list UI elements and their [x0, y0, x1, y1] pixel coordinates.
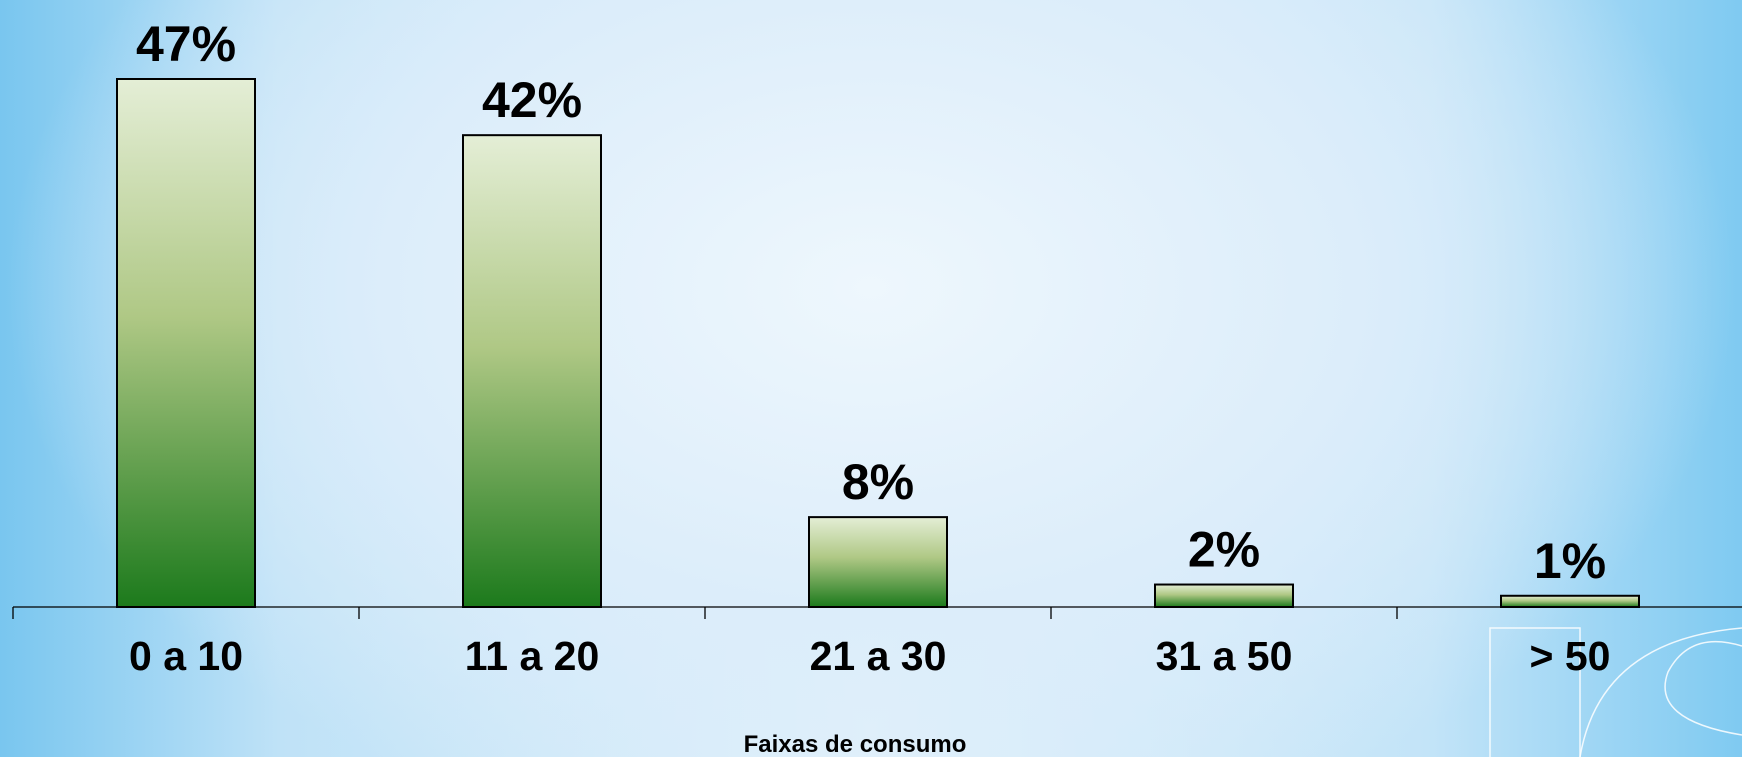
category-label-0: 0 a 10 [129, 633, 243, 679]
x-axis-ticks [12, 607, 1398, 619]
value-label-4: 1% [1534, 533, 1606, 589]
bars-layer [116, 78, 1640, 609]
x-axis-tick-labels: 0 a 10 11 a 20 21 a 30 31 a 50 > 50 [129, 633, 1610, 679]
bar-2 [808, 516, 948, 609]
bar-1 [462, 134, 602, 608]
value-label-0: 47% [136, 16, 236, 72]
value-label-3: 2% [1188, 522, 1260, 578]
category-label-1: 11 a 20 [465, 633, 600, 679]
bar-3 [1154, 583, 1294, 609]
category-label-4: > 50 [1530, 633, 1611, 679]
value-label-1: 42% [482, 72, 582, 128]
value-labels-layer: 47% 42% 8% 2% 1% [136, 16, 1606, 589]
bar-4 [1500, 594, 1640, 608]
bar-0 [116, 78, 256, 608]
category-label-3: 31 a 50 [1156, 633, 1293, 679]
value-label-2: 8% [842, 454, 914, 510]
x-axis-title: Faixas de consumo [744, 731, 967, 757]
category-label-2: 21 a 30 [810, 633, 947, 679]
corner-logo-watermark [1489, 627, 1742, 757]
